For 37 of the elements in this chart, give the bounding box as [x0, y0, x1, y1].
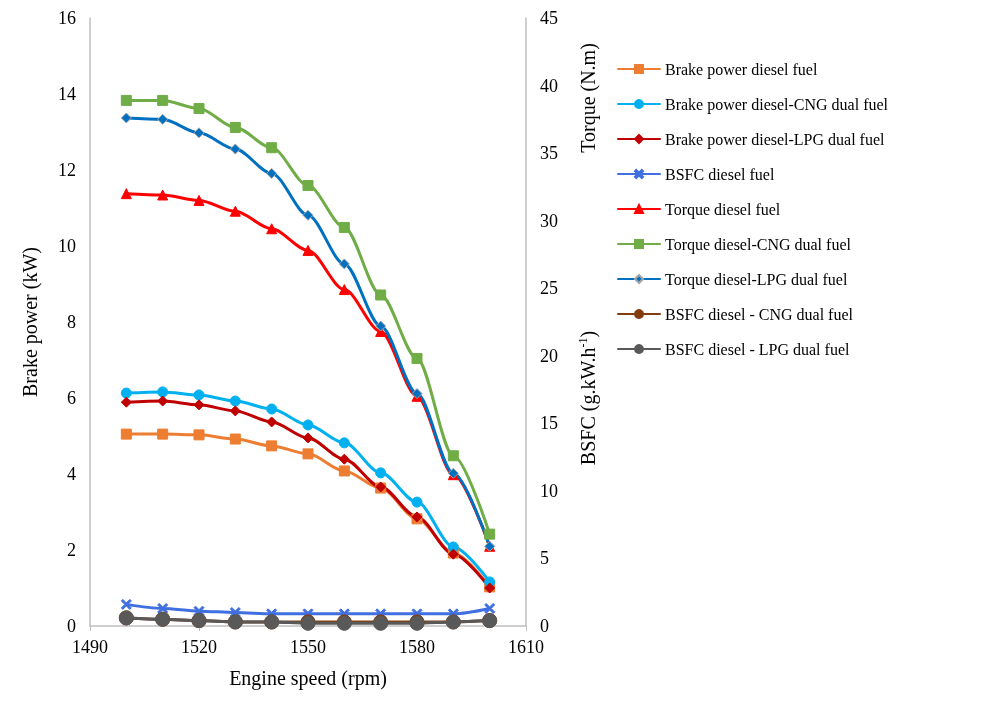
y-tick-label: 0	[67, 616, 76, 636]
y-tick-label: 4	[67, 464, 76, 484]
y2-axis-title: Torque (N.m)	[577, 43, 600, 153]
x-axis-title: Engine speed (rpm)	[229, 667, 387, 690]
y2-tick-label: 0	[540, 616, 549, 636]
legend-label: Torque diesel-CNG dual fuel	[665, 235, 852, 254]
legend-label: BSFC diesel - CNG dual fuel	[665, 305, 854, 323]
y2-tick-label: 20	[540, 345, 558, 366]
legend-label: Brake power diesel-LPG dual fuel	[665, 130, 886, 149]
y-tick-label: 14	[58, 84, 76, 104]
legend-label: Brake power diesel-CNG dual fuel	[665, 95, 889, 114]
legend-label: BSFC diesel fuel	[665, 165, 775, 183]
y2-tick-label: 25	[540, 278, 558, 299]
x-tick-label: 1610	[508, 637, 544, 657]
y-tick-label: 6	[67, 388, 76, 408]
y2-tick-label: 10	[540, 480, 558, 501]
x-tick-label: 1520	[181, 637, 217, 657]
text: BSFC (g.kW.h-1)	[576, 330, 600, 466]
y-tick-label: 10	[58, 236, 76, 256]
x-tick-label: 1550	[290, 637, 326, 657]
y-tick-label: 8	[67, 312, 76, 332]
y-tick-label: 2	[67, 540, 76, 560]
y2-tick-label: 35	[540, 143, 558, 164]
y-tick-label: 12	[58, 160, 76, 180]
y2-tick-label: 45	[540, 8, 558, 28]
x-tick-label: 1490	[72, 637, 108, 657]
y-axis-title: Brake power (kW)	[19, 247, 42, 397]
y-tick-label: 16	[58, 8, 76, 28]
y2-tick-label: 15	[540, 413, 558, 434]
legend-label: Torque diesel fuel	[665, 200, 781, 219]
y2-tick-label: 40	[540, 75, 558, 96]
x-tick-label: 1580	[399, 637, 435, 657]
legend-label: BSFC diesel - LPG dual fuel	[665, 340, 850, 358]
y2-tick-label: 30	[540, 210, 558, 231]
legend-label: Brake power diesel fuel	[665, 60, 818, 79]
legend-label: Torque diesel-LPG dual fuel	[665, 270, 848, 289]
y2-tick-label: 5	[540, 548, 549, 569]
